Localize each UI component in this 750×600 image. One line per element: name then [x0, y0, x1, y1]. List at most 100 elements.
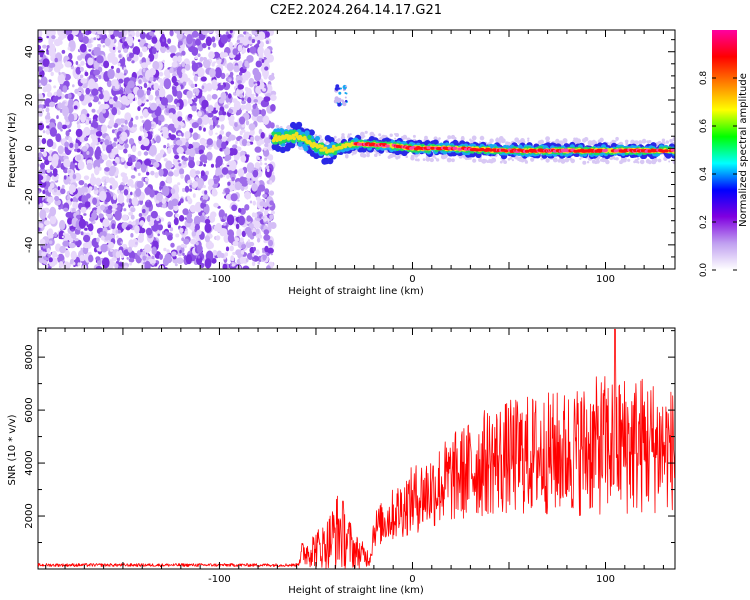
spectrogram-noise-cell: [57, 61, 62, 65]
spectrogram-noise-cell: [197, 111, 202, 117]
spectrogram-signal-cell: [303, 146, 309, 152]
spectrogram-noise-cell: [95, 244, 99, 248]
spectrogram-noise-cell: [186, 34, 193, 45]
spectrogram-noise-cell: [118, 54, 122, 58]
spectrogram-noise-cell: [246, 172, 253, 179]
spectrogram-noise-cell: [174, 154, 180, 160]
spectrogram-halo-cell: [555, 138, 560, 144]
spectrogram-noise-cell: [245, 87, 252, 97]
spectrogram-noise-cell: [149, 76, 154, 82]
spectrogram-noise-cell: [237, 60, 244, 68]
spectrogram-halo-cell: [527, 139, 530, 142]
spectrogram-halo-cell: [446, 157, 452, 163]
spectrogram-noise-cell: [38, 99, 43, 104]
spectrogram-noise-cell: [75, 239, 82, 247]
spectrogram-noise-cell: [102, 218, 110, 226]
spectrogram-halo-cell: [491, 157, 497, 163]
spectrogram-side-cell: [342, 101, 346, 104]
spectrogram-noise-cell: [167, 147, 172, 154]
spectrogram-side-cell: [340, 87, 343, 90]
colorbar-tick-label: 0.0: [699, 263, 709, 278]
spectrogram-noise-cell: [270, 90, 277, 96]
spectrogram-noise-cell: [45, 119, 50, 124]
spectrogram-noise-cell: [115, 100, 122, 110]
spectrogram-noise-cell: [49, 206, 57, 217]
spectrogram-noise-cell: [200, 76, 207, 82]
spectrogram-noise-cell: [138, 213, 143, 217]
spectrogram-noise-cell: [218, 63, 222, 68]
spectrogram-noise-cell: [112, 194, 117, 201]
spectrogram-noise-cell: [239, 116, 246, 125]
spectrogram-noise-cell: [123, 48, 129, 53]
spectrogram-noise-cell: [90, 231, 94, 236]
spectrogram-noise-cell: [208, 51, 215, 59]
spectrogram-noise-cell: [80, 185, 88, 195]
spectrogram-noise-cell: [113, 137, 118, 142]
spectrogram-noise-cell: [90, 134, 95, 139]
spectrogram-halo-cell: [625, 142, 629, 146]
spectrogram-noise-cell: [204, 190, 208, 195]
spectrogram-noise-cell: [268, 190, 275, 196]
spectrogram-noise-cell: [162, 38, 165, 42]
spectrogram-noise-cell: [120, 241, 123, 244]
spectrogram-noise-cell: [225, 246, 230, 252]
spectrogram-noise-cell: [232, 48, 238, 56]
spectrogram-noise-cell: [101, 154, 108, 161]
y-tick-label: -20: [24, 188, 35, 204]
spectrogram-noise-cell: [255, 249, 260, 255]
spectrogram-side-cell: [337, 102, 342, 107]
spectrogram-noise-cell: [130, 175, 136, 179]
spectrogram-noise-cell: [151, 47, 157, 55]
spectrogram-noise-cell: [102, 231, 107, 237]
spectrogram-noise-cell: [131, 197, 139, 207]
spectrogram-noise-cell: [123, 148, 128, 154]
spectrogram-noise-cell: [165, 160, 173, 170]
spectrogram-noise-cell: [69, 260, 74, 265]
spectrogram-noise-cell: [41, 251, 47, 257]
spectrogram-noise-cell: [71, 208, 76, 213]
spectrogram-noise-cell: [123, 189, 129, 196]
spectrogram-noise-cell: [163, 158, 168, 162]
spectrogram-noise-cell: [39, 209, 47, 220]
spectrogram-halo-cell: [412, 134, 416, 138]
spectrogram-noise-cell: [61, 184, 65, 189]
spectrogram-halo-cell: [479, 135, 485, 141]
spectrogram-noise-cell: [116, 235, 119, 239]
spectrogram-noise-cell: [237, 168, 245, 178]
spectrogram-noise-cell: [100, 204, 105, 211]
spectrogram-noise-cell: [137, 106, 141, 112]
spectrogram-noise-cell: [255, 221, 260, 226]
spectrogram-noise-cell: [149, 189, 155, 198]
spectrogram-noise-cell: [236, 228, 242, 237]
spectrogram-noise-cell: [203, 193, 209, 201]
spectrogram-halo-cell: [637, 161, 640, 164]
spectrogram-noise-cell: [241, 138, 248, 147]
spectrogram-noise-cell: [67, 217, 73, 225]
spectrogram-halo-cell: [460, 136, 465, 141]
spectrogram-noise-cell: [215, 167, 223, 176]
spectrogram-noise-cell: [118, 89, 124, 95]
spectrogram-noise-cell: [113, 123, 119, 128]
spectrogram-noise-cell: [267, 247, 274, 254]
spectrogram-noise-cell: [270, 253, 274, 256]
spectrogram-noise-cell: [185, 254, 193, 265]
spectrogram-noise-cell: [151, 262, 155, 266]
spectrogram-noise-cell: [140, 165, 147, 173]
spectrogram-noise-cell: [50, 54, 56, 62]
spectrogram-noise-cell: [76, 187, 83, 197]
spectrogram-noise-cell: [265, 167, 272, 178]
spectrogram-halo-cell: [351, 153, 354, 156]
spectrogram-noise-cell: [46, 169, 51, 173]
spectrogram-halo-cell: [405, 155, 409, 158]
colorbar-label: Normalized spectral amplitude: [738, 73, 749, 227]
spectrogram-noise-cell: [224, 252, 229, 257]
y-tick-label: -40: [24, 237, 35, 253]
spectrogram-noise-cell: [156, 218, 160, 222]
spectrogram-noise-cell: [64, 141, 69, 148]
spectrogram-noise-cell: [128, 198, 132, 204]
spectrogram-noise-cell: [212, 249, 218, 256]
spectrogram-noise-cell: [268, 74, 275, 81]
spectrogram-noise-cell: [203, 163, 207, 167]
spectrogram-noise-cell: [92, 95, 99, 103]
